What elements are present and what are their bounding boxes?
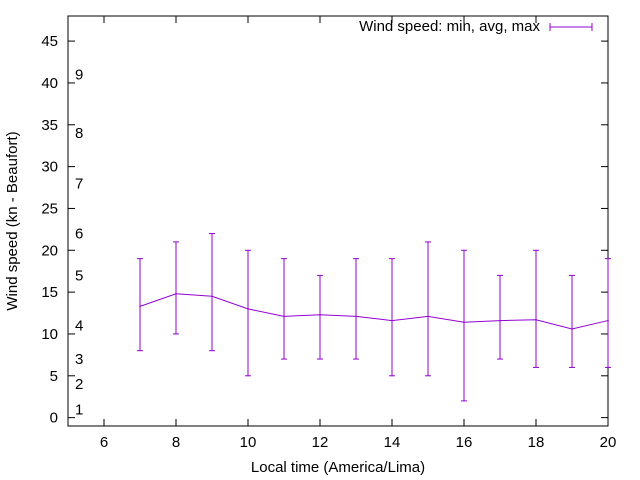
data-point-avg <box>427 315 429 318</box>
series-layer <box>137 233 611 402</box>
y-tick-label: 40 <box>41 75 58 92</box>
x-tick-label: 14 <box>384 434 401 451</box>
x-axis-label: Local time (America/Lima) <box>251 459 425 476</box>
legend: Wind speed: min, avg, max <box>359 18 593 35</box>
data-point-avg <box>247 308 249 310</box>
y-tick-label: 30 <box>41 159 58 176</box>
y-tick-label: 10 <box>41 326 58 343</box>
data-point-avg <box>211 295 213 298</box>
x-tick-label: 18 <box>528 434 545 451</box>
beaufort-label: 7 <box>75 175 83 192</box>
series-line-avg <box>139 293 609 330</box>
beaufort-label: 4 <box>75 318 83 335</box>
beaufort-label: 6 <box>75 226 83 243</box>
y-tick-label: 5 <box>50 368 58 385</box>
beaufort-scale: 1 2 3 4 5 6 7 8 9 <box>75 67 83 419</box>
data-point-avg <box>463 321 465 324</box>
x-tick-label: 10 <box>240 434 257 451</box>
data-point-avg <box>571 328 573 330</box>
data-point-avg <box>499 319 501 322</box>
data-point-avg <box>319 313 321 316</box>
x-tick-label: 6 <box>100 434 108 451</box>
data-point-avg <box>283 315 285 318</box>
y-tick-label: 20 <box>41 242 58 259</box>
data-point-avg <box>139 305 141 308</box>
beaufort-label: 2 <box>75 376 83 393</box>
data-point-avg <box>607 319 609 322</box>
x-tick-label: 20 <box>600 434 617 451</box>
beaufort-label: 5 <box>75 267 83 284</box>
data-point-avg <box>175 292 177 295</box>
y-tick-label: 0 <box>50 410 58 427</box>
data-point-avg <box>391 319 393 322</box>
beaufort-label: 3 <box>75 351 83 368</box>
beaufort-label: 9 <box>75 67 83 84</box>
x-tick-label: 8 <box>172 434 180 451</box>
data-point-avg <box>355 315 357 318</box>
x-tick-label: 16 <box>456 434 473 451</box>
plot-frame <box>67 15 609 427</box>
x-axis: 6 8 10 12 14 16 18 20 <box>100 16 617 451</box>
data-point-avg <box>535 318 537 321</box>
beaufort-label: 8 <box>75 125 83 142</box>
x-tick-label: 12 <box>312 434 329 451</box>
y-tick-label: 15 <box>41 284 58 301</box>
y-axis-label: Wind speed (kn - Beaufort) <box>4 131 21 310</box>
y-tick-label: 25 <box>41 200 58 217</box>
beaufort-label: 1 <box>75 401 83 418</box>
legend-label: Wind speed: min, avg, max <box>359 18 540 35</box>
y-tick-label: 35 <box>41 117 58 134</box>
y-tick-label: 45 <box>41 33 58 50</box>
